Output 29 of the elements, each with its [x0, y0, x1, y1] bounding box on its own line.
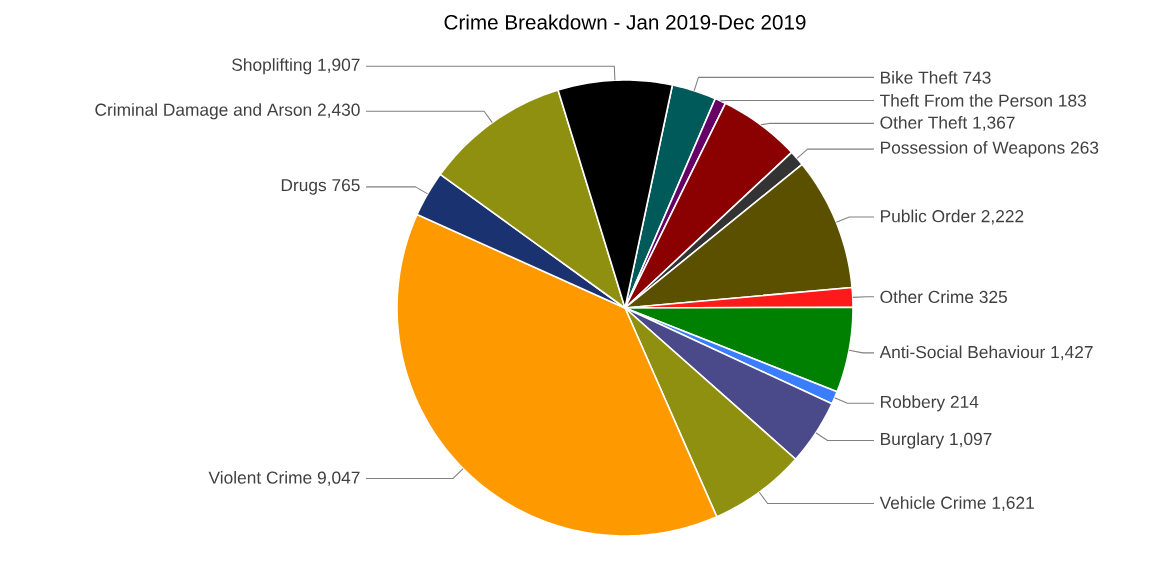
slice-label: Criminal Damage and Arson — [95, 103, 312, 120]
data-label: 183 — [1059, 94, 1086, 107]
slice-label: Possession of Weapons — [881, 141, 1065, 158]
data-label: 743 — [963, 71, 991, 84]
data-label: 325 — [979, 290, 1007, 304]
slice-label: Shoplifting — [232, 58, 312, 75]
data-label: 765 — [332, 178, 360, 192]
data-label: 2,430 — [317, 103, 360, 118]
slice-label: Robbery — [881, 395, 946, 412]
data-label: 1,367 — [973, 116, 1015, 131]
data-label: 214 — [950, 395, 979, 408]
data-label: 263 — [1070, 141, 1099, 154]
slice-label: Other Theft — [880, 116, 968, 129]
data-label: 1,621 — [992, 496, 1034, 511]
slice-label: Bike Theft — [881, 71, 958, 84]
slice-label: Anti-Social Behaviour — [879, 345, 1045, 359]
slice-label: Theft From the Person — [880, 94, 1052, 107]
chart-title: Crime Breakdown - Jan 2019-Dec 2019 — [444, 14, 806, 30]
data-label: 1,907 — [318, 58, 360, 73]
data-label: 1,097 — [950, 432, 992, 448]
slice-label: Burglary — [881, 432, 945, 449]
data-label: 2,222 — [981, 210, 1024, 225]
data-label: 1,427 — [1051, 345, 1093, 361]
slice-label: Vehicle Crime — [879, 496, 986, 509]
slice-label: Other Crime — [880, 290, 974, 304]
slice-label: Drugs — [281, 179, 327, 195]
slice-label: Public Order — [881, 209, 976, 223]
slice-label: Violent Crime — [208, 471, 312, 484]
data-label: 9,047 — [317, 471, 360, 486]
